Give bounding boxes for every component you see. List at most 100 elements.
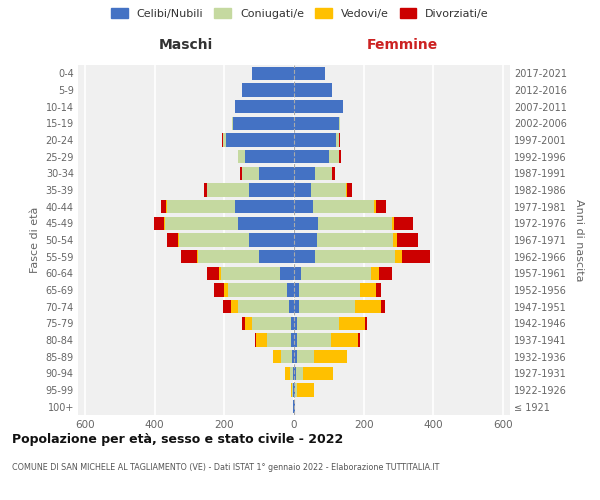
Bar — [223, 300, 231, 314]
Bar — [395, 250, 402, 264]
Bar — [294, 150, 329, 164]
Text: Femmine: Femmine — [367, 38, 437, 52]
Bar — [339, 150, 341, 164]
Bar — [294, 384, 295, 396]
Bar — [371, 266, 379, 280]
Bar — [294, 350, 297, 364]
Bar — [290, 384, 292, 396]
Bar — [339, 116, 340, 130]
Bar — [299, 284, 360, 296]
Y-axis label: Fasce di età: Fasce di età — [30, 207, 40, 273]
Bar — [161, 200, 166, 213]
Bar — [293, 384, 294, 396]
Bar — [294, 284, 299, 296]
Bar — [296, 366, 303, 380]
Bar — [289, 300, 294, 314]
Bar — [329, 150, 339, 164]
Bar — [376, 200, 386, 213]
Bar — [295, 384, 297, 396]
Text: Popolazione per età, sesso e stato civile - 2022: Popolazione per età, sesso e stato civil… — [12, 432, 343, 446]
Bar — [273, 350, 281, 364]
Bar — [287, 284, 294, 296]
Bar — [249, 234, 294, 246]
Bar — [214, 284, 224, 296]
Bar — [392, 216, 394, 230]
Bar — [294, 100, 343, 114]
Bar — [394, 216, 413, 230]
Bar — [294, 250, 315, 264]
Bar — [249, 184, 294, 196]
Bar — [235, 200, 294, 213]
Bar — [242, 316, 245, 330]
Bar — [167, 200, 235, 213]
Bar — [226, 134, 294, 146]
Y-axis label: Anni di nascita: Anni di nascita — [574, 198, 584, 281]
Bar — [397, 234, 418, 246]
Bar — [167, 234, 178, 246]
Bar — [291, 334, 294, 346]
Bar — [336, 134, 339, 146]
Bar — [259, 166, 294, 180]
Bar — [238, 216, 294, 230]
Bar — [228, 284, 287, 296]
Bar — [331, 334, 358, 346]
Bar — [242, 84, 294, 96]
Bar — [355, 300, 381, 314]
Bar — [178, 234, 179, 246]
Bar — [393, 234, 397, 246]
Bar — [365, 316, 367, 330]
Bar — [294, 184, 311, 196]
Bar — [294, 66, 325, 80]
Bar — [207, 184, 249, 196]
Bar — [360, 284, 376, 296]
Bar — [204, 184, 206, 196]
Bar — [166, 200, 167, 213]
Bar — [256, 334, 267, 346]
Bar — [301, 266, 371, 280]
Bar — [379, 266, 392, 280]
Bar — [374, 200, 376, 213]
Bar — [233, 116, 294, 130]
Bar — [154, 216, 164, 230]
Bar — [221, 266, 280, 280]
Bar — [314, 350, 347, 364]
Bar — [252, 316, 290, 330]
Bar — [317, 234, 393, 246]
Bar — [240, 166, 242, 180]
Bar — [298, 316, 339, 330]
Bar — [313, 200, 374, 213]
Bar — [238, 150, 245, 164]
Bar — [402, 250, 430, 264]
Bar — [294, 116, 339, 130]
Bar — [294, 216, 319, 230]
Bar — [294, 300, 299, 314]
Bar — [292, 384, 293, 396]
Bar — [179, 234, 249, 246]
Bar — [319, 216, 392, 230]
Bar — [232, 116, 233, 130]
Bar — [224, 284, 228, 296]
Bar — [294, 234, 317, 246]
Bar — [294, 84, 332, 96]
Legend: Celibi/Nubili, Coniugati/e, Vedovi/e, Divorziati/e: Celibi/Nubili, Coniugati/e, Vedovi/e, Di… — [111, 8, 489, 19]
Bar — [293, 366, 294, 380]
Bar — [315, 250, 395, 264]
Bar — [297, 384, 314, 396]
Bar — [294, 400, 295, 413]
Bar — [231, 300, 238, 314]
Bar — [235, 100, 294, 114]
Bar — [294, 134, 336, 146]
Bar — [381, 300, 385, 314]
Text: Maschi: Maschi — [159, 38, 213, 52]
Bar — [294, 266, 301, 280]
Bar — [294, 200, 313, 213]
Bar — [207, 266, 219, 280]
Bar — [245, 150, 294, 164]
Bar — [315, 166, 332, 180]
Bar — [219, 266, 221, 280]
Bar — [297, 350, 314, 364]
Bar — [293, 400, 294, 413]
Bar — [280, 266, 294, 280]
Bar — [254, 334, 256, 346]
Bar — [303, 366, 332, 380]
